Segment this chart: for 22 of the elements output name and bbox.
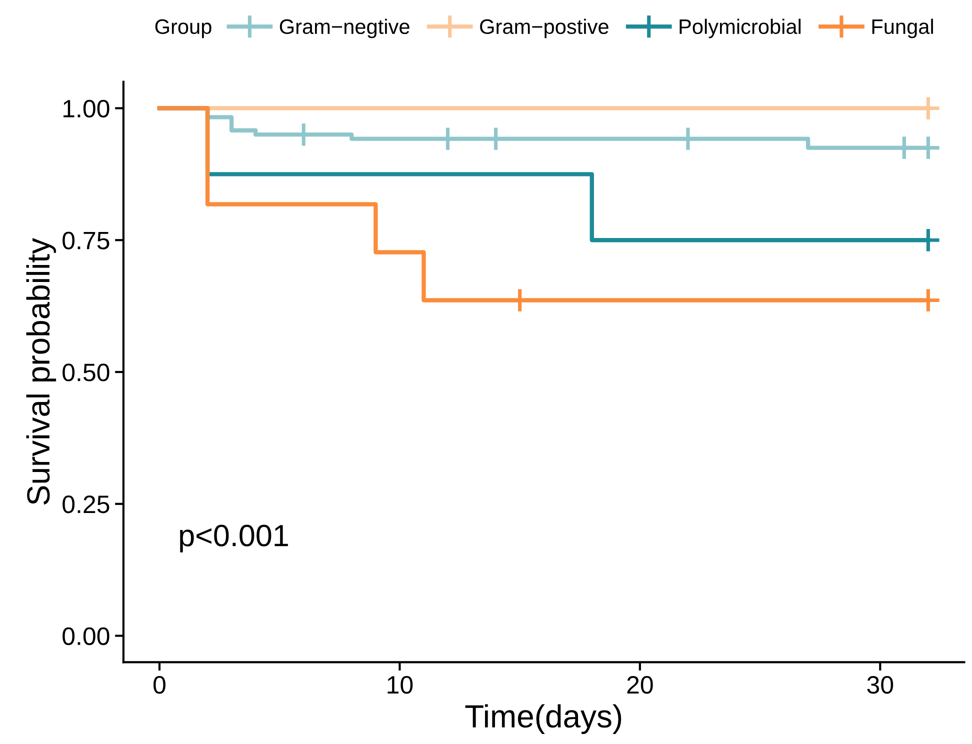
y-tick-label: 0.75 — [62, 232, 110, 250]
point — [893, 136, 916, 159]
point — [917, 136, 940, 159]
x-tick-label: 20 — [627, 676, 653, 694]
y-axis-title: Survival probability — [26, 238, 56, 505]
x-tick-label: 10 — [388, 676, 413, 694]
legend-label: Gram−negtive — [280, 18, 410, 38]
x-tick-label: 30 — [867, 676, 894, 694]
y-tick-label: 0.25 — [62, 495, 110, 514]
point — [436, 128, 459, 150]
legend-label: Gram−postive — [480, 18, 608, 38]
point — [676, 128, 700, 150]
y-tick-label: 0.50 — [62, 364, 110, 382]
legend-title: Group — [155, 19, 212, 38]
legend-label: Fungal — [872, 18, 933, 38]
point — [484, 128, 507, 150]
y-tick-label: 1.00 — [64, 100, 110, 118]
x-axis-title: Time(days) — [465, 704, 622, 734]
y-tick-label: 0.00 — [62, 627, 110, 646]
legend-label: Polymicrobial — [680, 18, 801, 38]
annotation: p<0.001 — [180, 524, 288, 552]
x-tick-label: 0 — [154, 676, 166, 694]
